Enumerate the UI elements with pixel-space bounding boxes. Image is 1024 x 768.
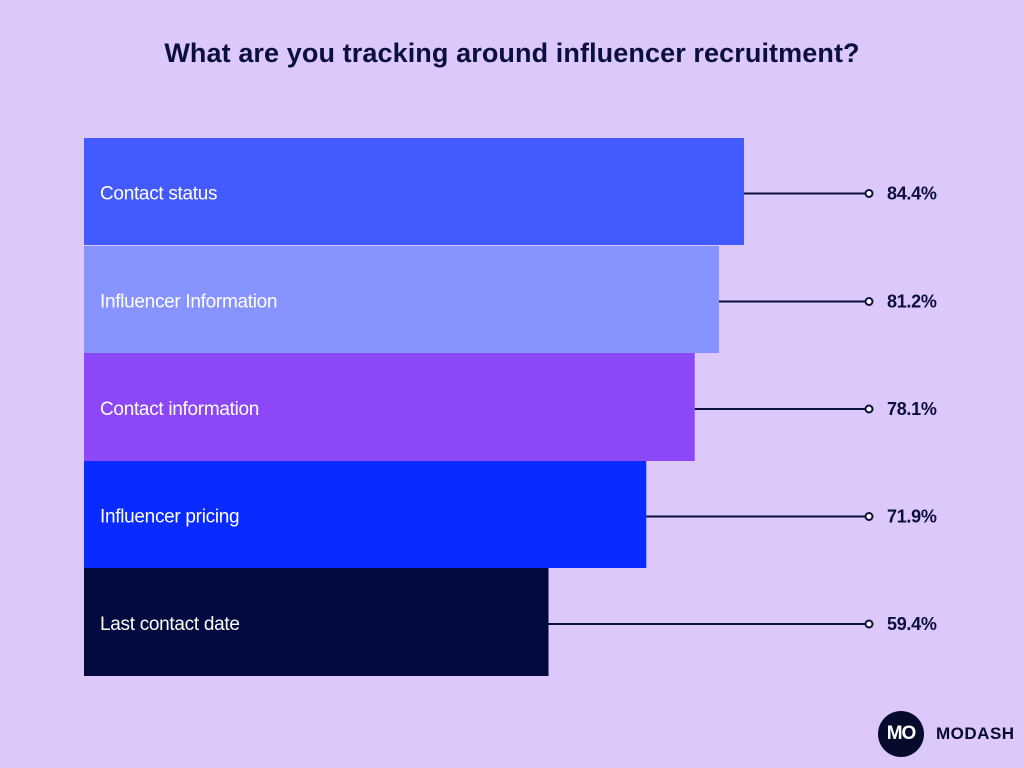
bar-label-4: Last contact date (100, 614, 240, 635)
value-label-0: 84.4% (887, 184, 937, 204)
bar-label-1: Influencer Information (100, 292, 277, 313)
bar-label-0: Contact status (100, 184, 217, 205)
value-label-3: 71.9% (887, 507, 937, 527)
leader-dot-3 (864, 512, 874, 521)
bar-0 (84, 138, 745, 245)
modash-logo: MO MODASH (878, 711, 1015, 757)
value-label-2: 78.1% (887, 399, 937, 419)
bar-label-2: Contact information (100, 399, 259, 420)
value-label-1: 81.2% (887, 292, 937, 312)
bar-1 (84, 246, 719, 353)
bar-2 (84, 353, 695, 461)
modash-logo-icon: MO (878, 711, 924, 757)
bar-3 (84, 461, 647, 568)
chart-title: What are you tracking around influencer … (164, 38, 860, 68)
leader-dot-0 (864, 189, 874, 198)
leader-dot-4 (864, 619, 874, 629)
leader-dot-2 (864, 404, 874, 414)
bar-label-3: Influencer pricing (100, 507, 239, 528)
leader-dot-1 (864, 297, 874, 306)
bar-4 (84, 568, 549, 676)
modash-logo-text: MODASH (936, 724, 1015, 743)
value-label-4: 59.4% (887, 614, 937, 634)
